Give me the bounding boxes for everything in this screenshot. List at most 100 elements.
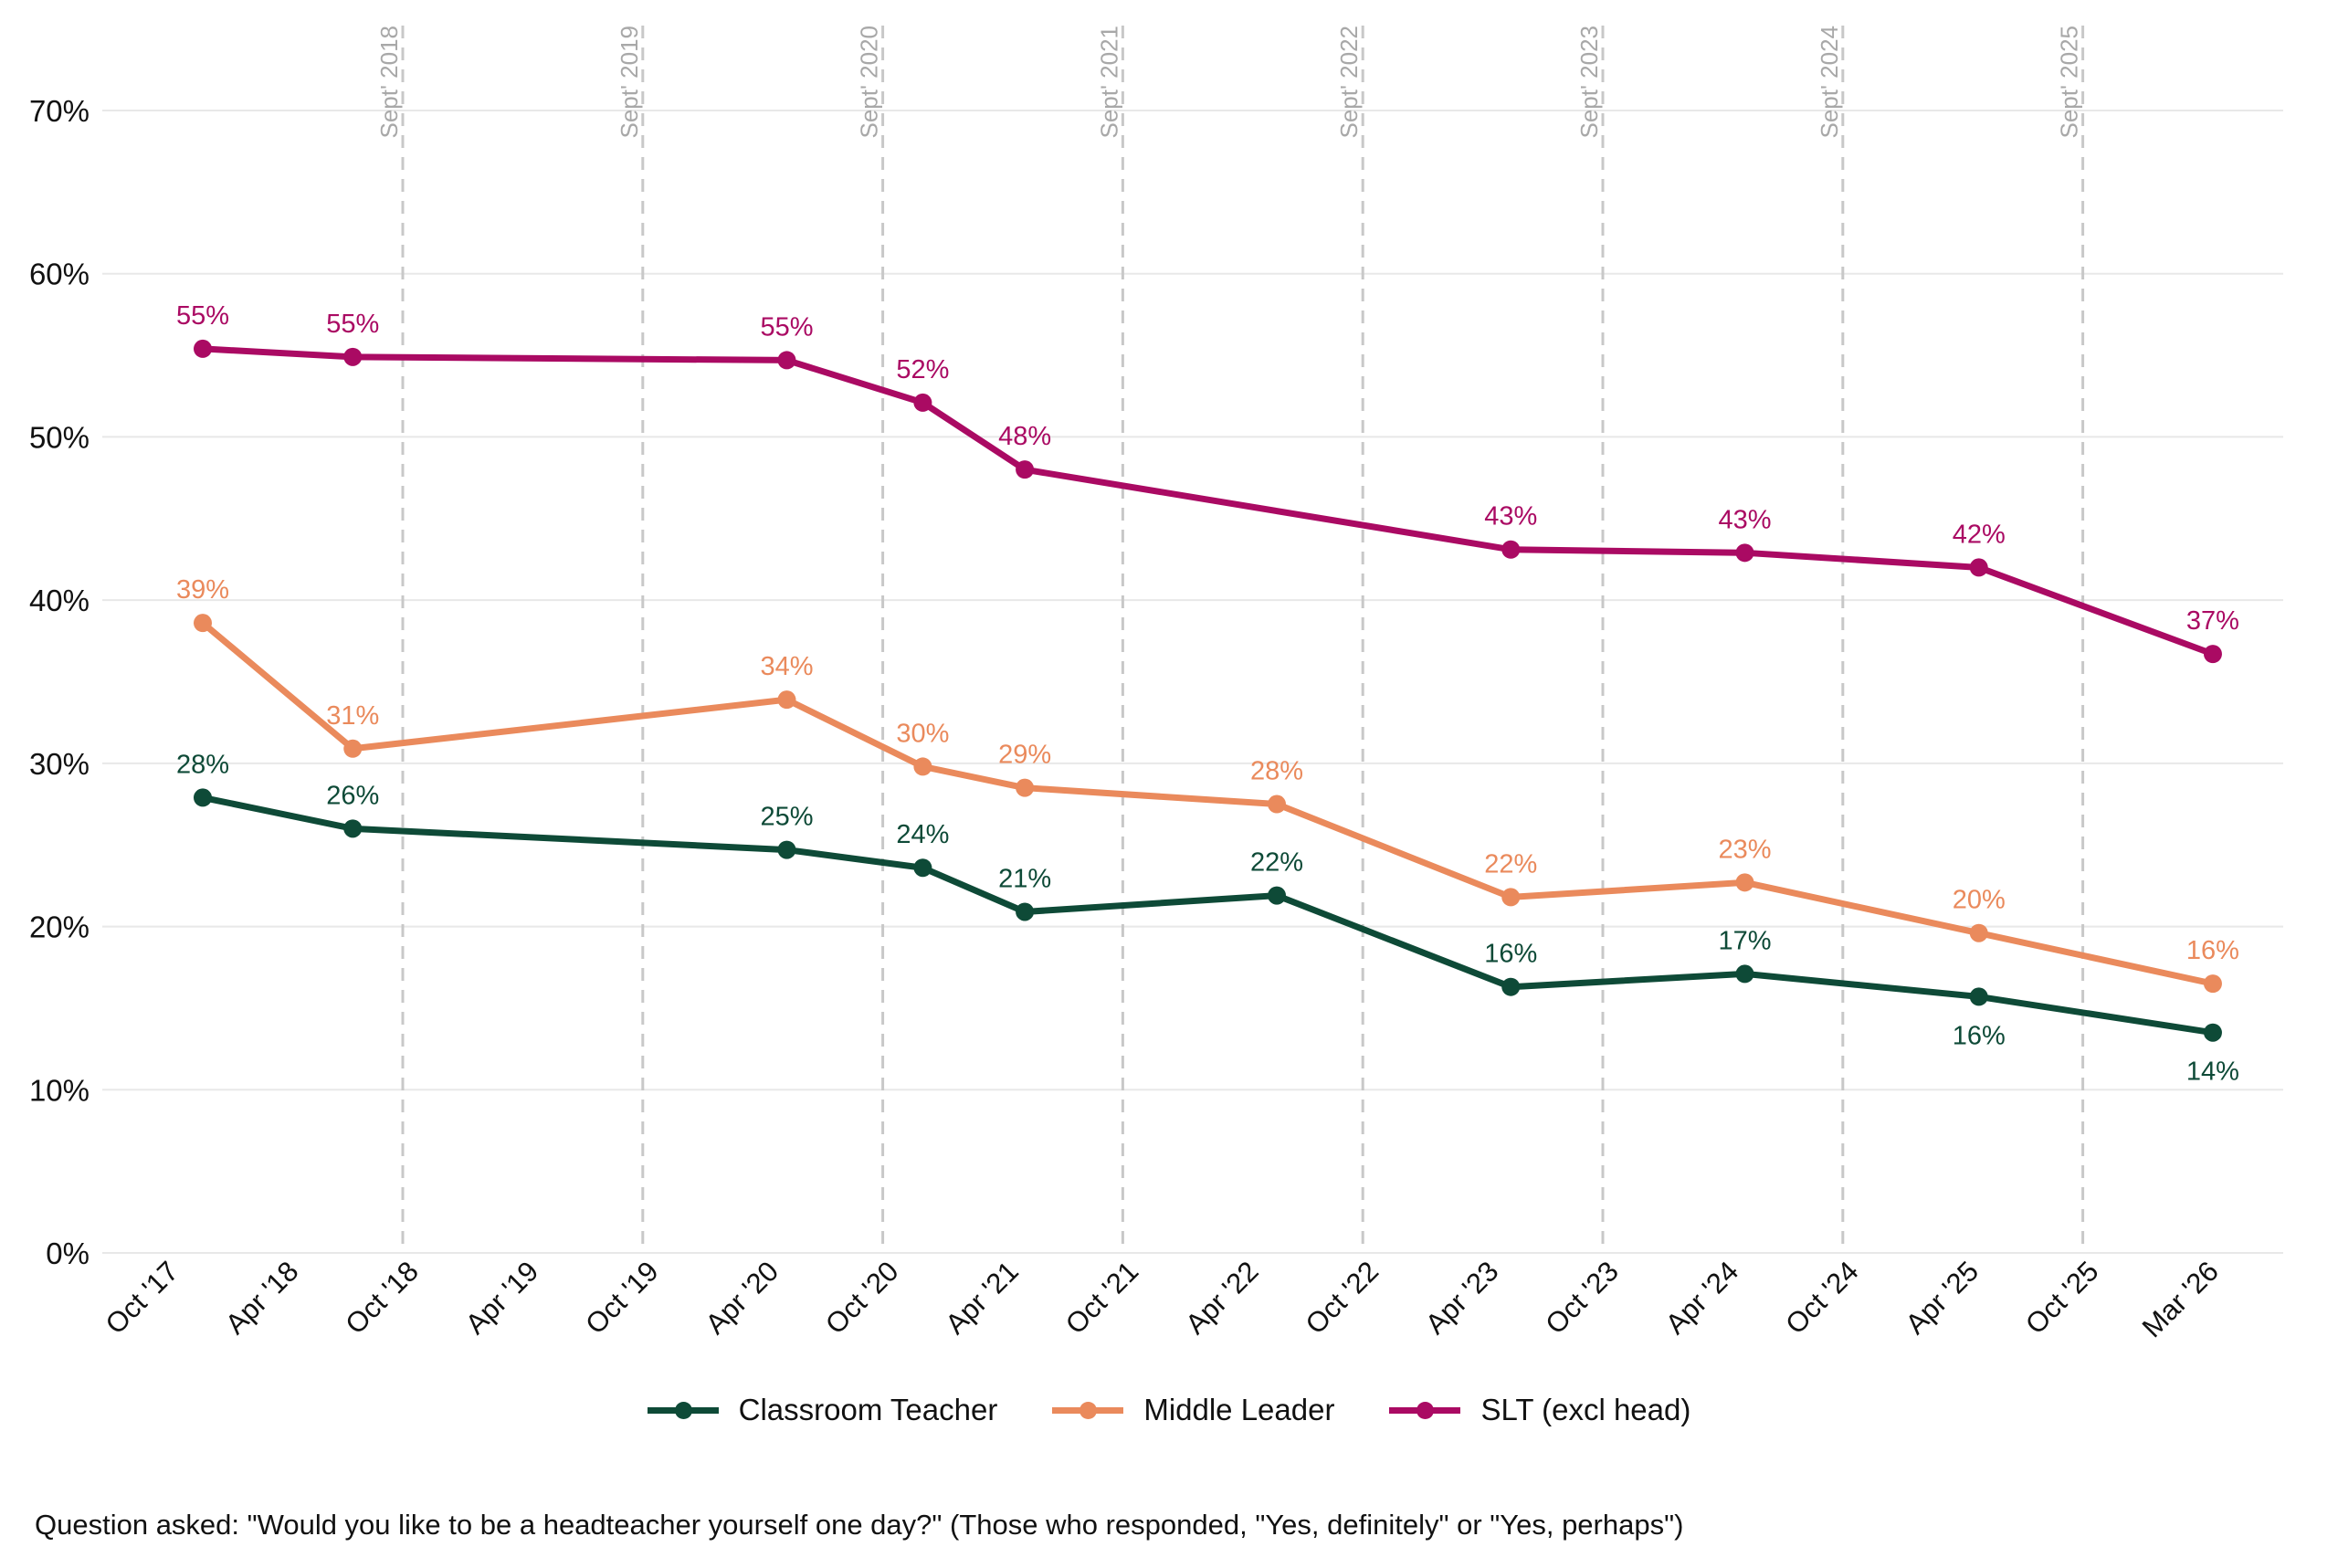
footnote: Question asked: "Would you like to be a … — [35, 1509, 1684, 1541]
data-point — [913, 393, 932, 412]
series-line — [202, 794, 2214, 1037]
series-line — [202, 345, 2215, 658]
data-point — [1969, 923, 1988, 942]
data-point — [1735, 873, 1754, 892]
data-label: 42% — [1953, 520, 2006, 549]
data-label: 28% — [176, 750, 229, 779]
x-tick-label: Oct '17 — [100, 1255, 185, 1341]
data-label: 37% — [2186, 606, 2239, 636]
legend-line-marker-icon — [647, 1396, 719, 1424]
x-tick-label: Oct '22 — [1300, 1255, 1385, 1341]
x-tick-label: Apr '22 — [1179, 1255, 1265, 1341]
reference-line-label: Sept' 2020 — [856, 26, 883, 139]
x-axis: Oct '17 Apr '18 Oct '18 Apr '19 Oct '19 Apr '… — [100, 1255, 2225, 1343]
gridlines — [102, 110, 2283, 1254]
data-label: 25% — [760, 803, 813, 832]
series-group: 28%26%25%24%21%22%16% 17%16%14%39%31%34%3… — [176, 301, 2239, 1087]
y-tick-label: 60% — [29, 258, 90, 291]
data-label: 52% — [896, 355, 949, 384]
y-tick-label: 70% — [29, 94, 90, 128]
data-point — [194, 614, 212, 633]
x-tick-label: Apr '23 — [1419, 1255, 1505, 1341]
y-tick-label: 10% — [29, 1073, 90, 1107]
data-point — [1735, 543, 1754, 563]
reference-line-label: Sept' 2018 — [375, 26, 403, 139]
reference-line-label: Sept' 2025 — [2056, 26, 2083, 139]
data-point — [194, 339, 212, 358]
reference-line-label: Sept' 2019 — [616, 26, 643, 139]
data-label: 55% — [760, 312, 813, 342]
data-label: 24% — [896, 820, 949, 849]
data-point — [1501, 540, 1521, 559]
data-label: 23% — [1718, 835, 1771, 864]
data-point — [2203, 974, 2222, 994]
legend-label: Middle Leader — [1143, 1393, 1335, 1426]
data-point — [1969, 987, 1988, 1006]
reference-line-label: Sept' 2022 — [1335, 26, 1363, 139]
data-label: 16% — [1953, 1021, 2006, 1050]
x-tick-label: Apr '25 — [1900, 1255, 1985, 1341]
data-label: 43% — [1718, 505, 1771, 534]
data-point — [1016, 460, 1035, 479]
y-axis: 0% 10% 20% 30% 40% 50% 60% 70% — [29, 94, 90, 1270]
legend-item-slt[interactable]: SLT (excl head) — [1389, 1393, 1690, 1427]
data-label: 26% — [326, 781, 379, 810]
x-tick-label: Oct '23 — [1539, 1255, 1625, 1341]
x-tick-label: Oct '24 — [1779, 1255, 1865, 1341]
legend-dot — [1079, 1402, 1098, 1419]
data-label: 48% — [998, 422, 1051, 451]
data-point — [777, 690, 796, 710]
data-label: 21% — [998, 864, 1051, 893]
data-point — [1016, 778, 1035, 797]
data-point — [1969, 558, 1988, 577]
data-point — [1268, 886, 1287, 905]
legend-item-middle-leader[interactable]: Middle Leader — [1052, 1393, 1334, 1427]
legend-dot — [1416, 1402, 1435, 1419]
data-point — [343, 347, 363, 366]
x-tick-label: Oct '19 — [579, 1255, 665, 1341]
series-classroom-teacher: 28% 26% 25% 24% 21% 22% 16% 17% 16% 14% — [176, 750, 2239, 1086]
data-point — [194, 788, 212, 807]
reference-lines: Sept' 2018 Sept' 2019 Sept' 2020 Sept' 2021… — [375, 26, 2085, 1253]
series-line — [200, 620, 2214, 987]
legend-label: SLT (excl head) — [1480, 1393, 1691, 1426]
data-point — [343, 739, 363, 758]
data-point — [343, 819, 363, 838]
data-label: 14% — [2186, 1058, 2239, 1087]
x-tick-label: Apr '19 — [459, 1255, 545, 1341]
data-label: 16% — [2186, 936, 2239, 965]
y-tick-label: 30% — [29, 747, 90, 781]
x-tick-label: Apr '20 — [700, 1255, 785, 1341]
series-slt-excl-head: 55% 55% 55% 52% 48% 43% 43% 42% 37% — [176, 301, 2239, 664]
legend-dot — [674, 1402, 692, 1419]
x-tick-label: Oct '21 — [1059, 1255, 1145, 1341]
data-label: 31% — [326, 701, 379, 731]
data-point — [1501, 888, 1521, 907]
data-label: 34% — [760, 652, 813, 681]
data-label: 29% — [998, 741, 1051, 770]
x-tick-label: Oct '20 — [819, 1255, 905, 1341]
data-label: 22% — [1250, 848, 1303, 878]
data-label: 22% — [1484, 849, 1537, 879]
x-tick-label: Apr '18 — [219, 1255, 305, 1341]
data-label: 20% — [1953, 886, 2006, 915]
y-tick-label: 20% — [29, 910, 90, 944]
data-label: 17% — [1718, 926, 1771, 955]
data-label: 39% — [176, 575, 229, 605]
data-point — [777, 840, 796, 859]
legend-item-classroom-teacher[interactable]: Classroom Teacher — [647, 1393, 997, 1427]
reference-line-label: Sept' 2021 — [1095, 26, 1122, 139]
y-tick-label: 40% — [29, 584, 90, 617]
data-label: 30% — [896, 719, 949, 748]
data-point — [777, 351, 796, 370]
y-tick-label: 50% — [29, 420, 90, 454]
x-tick-label: Apr '24 — [1659, 1255, 1745, 1341]
data-point — [1735, 964, 1754, 984]
data-point — [2203, 1023, 2222, 1042]
series-middle-leader: 39% 31% 34% 30% 29% 28% 22% 23% 20% 16% — [176, 575, 2239, 994]
data-label: 43% — [1484, 502, 1537, 531]
y-tick-label: 0% — [46, 1237, 90, 1270]
data-label: 55% — [176, 301, 229, 331]
data-point — [1016, 902, 1035, 921]
